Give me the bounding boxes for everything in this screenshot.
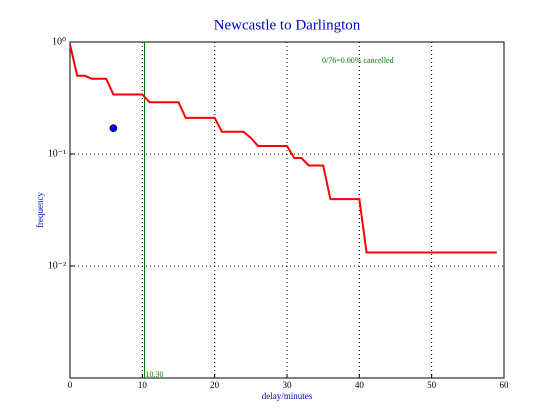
y-tick-label: 10⁻² [48, 260, 66, 271]
x-tick-label: 60 [500, 380, 510, 390]
x-tick-label: 50 [427, 380, 437, 390]
plot-frame [69, 41, 505, 379]
x-tick-label: 40 [355, 380, 365, 390]
chart-title: Newcastle to Darlington [214, 17, 361, 33]
y-tick-label: 10⁰ [52, 36, 66, 47]
x-tick-label: 20 [210, 380, 220, 390]
x-tick-label: 10 [138, 380, 148, 390]
x-tick-label: 30 [283, 380, 293, 390]
scatter-point [109, 124, 118, 133]
x-tick-label: 0 [68, 380, 73, 390]
y-axis-label: frequency [35, 192, 45, 228]
reference-label: 10.30 [146, 370, 164, 379]
x-axis-label: delay/minutes [262, 391, 313, 401]
line-series [69, 44, 497, 254]
annotation: 0/76=0.00% cancelled [322, 56, 394, 65]
y-tick-label: 10⁻¹ [48, 148, 66, 159]
